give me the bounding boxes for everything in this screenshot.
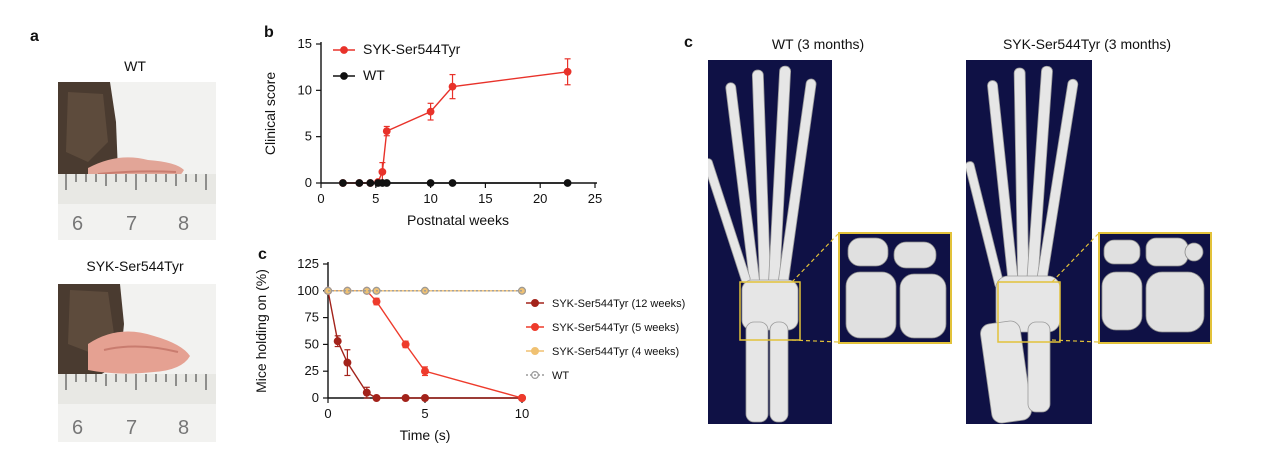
data-point	[518, 286, 527, 295]
mutant-ct-zoom-lines	[1051, 233, 1099, 343]
y-tick-label: 50	[305, 336, 319, 351]
series-0	[323, 286, 527, 403]
wt-ct-inset	[838, 232, 952, 344]
x-tick-label: 0	[324, 406, 331, 421]
x-axis-label: Time (s)	[400, 427, 451, 443]
y-tick-label: 10	[298, 82, 312, 97]
mutant-ruler-number-7: 7	[126, 417, 137, 439]
data-point	[323, 286, 332, 295]
series-3	[323, 286, 527, 295]
data-point	[362, 286, 371, 295]
x-tick-label: 10	[423, 191, 437, 206]
legend-label: SYK-Ser544Tyr (12 weeks)	[552, 298, 685, 310]
wt-ruler-number-7: 7	[126, 213, 137, 235]
data-point	[401, 340, 410, 349]
data-point	[372, 394, 381, 403]
legend-marker	[531, 346, 540, 355]
data-point	[448, 179, 457, 187]
mutant-ruler-number-8: 8	[178, 417, 189, 439]
data-point	[421, 367, 430, 376]
legend-label: SYK-Ser544Tyr (4 weeks)	[552, 346, 679, 358]
data-point	[426, 179, 435, 187]
mutant-paw-photo: 6 7 8	[58, 284, 216, 442]
y-axis-label: Clinical score	[262, 72, 278, 155]
data-point	[343, 358, 352, 367]
data-point	[366, 179, 375, 187]
data-point	[426, 107, 435, 116]
x-axis-label: Postnatal weeks	[407, 212, 509, 228]
data-point	[339, 179, 347, 187]
mutant-ruler-number-6: 6	[72, 417, 83, 439]
y-tick-label: 5	[305, 129, 312, 144]
x-tick-label: 5	[372, 191, 379, 206]
mutant-ct-inset	[1098, 232, 1212, 344]
y-tick-label: 25	[305, 363, 319, 378]
y-tick-label: 125	[297, 256, 319, 271]
data-point	[333, 337, 342, 346]
legend-label: WT	[363, 67, 385, 83]
x-tick-label: 20	[533, 191, 547, 206]
legend-label: WT	[552, 370, 569, 382]
legend-label: SYK-Ser544Tyr (5 weeks)	[552, 322, 679, 334]
legend-marker	[340, 72, 348, 80]
panel-c-chart-letter: c	[258, 246, 267, 263]
y-tick-label: 75	[305, 310, 319, 325]
data-point	[382, 127, 391, 136]
data-point	[372, 286, 381, 295]
series-1	[339, 179, 572, 187]
x-tick-label: 15	[478, 191, 492, 206]
series-line	[327, 290, 522, 399]
data-point	[401, 394, 410, 403]
data-point	[421, 394, 430, 403]
panel-a-letter: a	[30, 28, 39, 45]
wt-ct-zoom-lines	[791, 233, 839, 343]
series-1	[323, 286, 527, 403]
panel-b-letter: b	[264, 24, 274, 41]
panel-a-mutant-label: SYK-Ser544Tyr	[86, 258, 184, 274]
data-point	[563, 67, 572, 76]
wt-paw-photo: 6 7 8	[58, 82, 216, 240]
series-line	[328, 290, 523, 399]
mutant-ct-scan	[966, 60, 1092, 424]
legend-marker	[531, 298, 540, 307]
data-point	[421, 286, 430, 295]
y-tick-label: 15	[298, 36, 312, 51]
y-tick-label: 0	[305, 175, 312, 190]
x-tick-label: 10	[515, 406, 529, 421]
panel-c-ct-letter: c	[684, 34, 693, 51]
x-tick-label: 0	[317, 191, 324, 206]
clinical-score-chart: 0 5 10 15 20 25 0 5 10 15 Postnatal weeks Clinical …	[262, 36, 602, 228]
data-point	[378, 167, 387, 176]
wt-ct-scan	[708, 60, 832, 424]
x-tick-label: 25	[588, 191, 602, 206]
data-point	[448, 82, 457, 91]
ct-wt-title: WT (3 months)	[771, 36, 865, 52]
wt-ruler-number-6: 6	[72, 213, 83, 235]
data-point	[372, 297, 381, 306]
legend-marker	[531, 370, 540, 379]
y-tick-label: 0	[312, 390, 319, 405]
ct-mutant-title: SYK-Ser544Tyr (3 months)	[1002, 36, 1172, 52]
legend-marker	[531, 322, 540, 331]
y-tick-label: 100	[297, 283, 319, 298]
x-tick-label: 5	[421, 406, 428, 421]
data-point	[563, 179, 572, 187]
legend-marker	[340, 46, 348, 54]
data-point	[382, 179, 391, 187]
panel-a-wt-label: WT	[124, 58, 146, 74]
wt-ruler-number-8: 8	[178, 213, 189, 235]
data-point	[343, 286, 352, 295]
data-point	[355, 179, 364, 187]
data-point	[518, 394, 527, 403]
legend-label: SYK-Ser544Tyr	[363, 41, 461, 57]
data-point	[362, 388, 371, 397]
y-axis-label: Mice holding on (%)	[253, 269, 269, 393]
